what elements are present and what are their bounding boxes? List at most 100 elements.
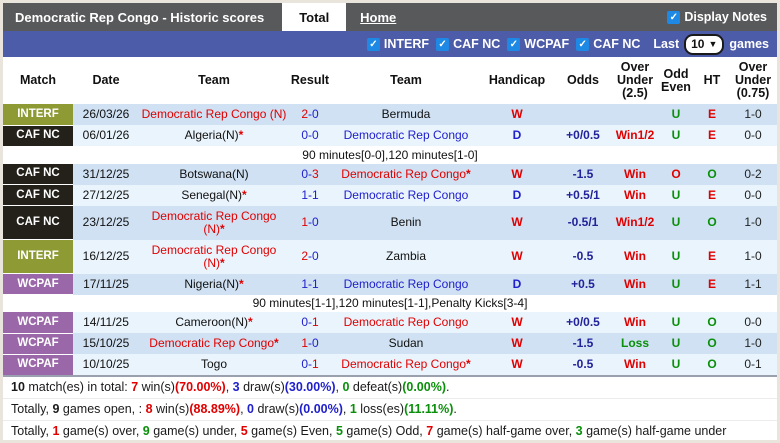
result-cell: W xyxy=(481,354,553,376)
checkbox-checked-icon[interactable]: ✓ xyxy=(576,37,590,51)
league-badge: WCPAF xyxy=(3,273,73,295)
summary-line-overunder: Totally, 1 game(s) over, 9 game(s) under… xyxy=(3,420,777,440)
match-date: 27/12/25 xyxy=(73,184,139,206)
text-segment: 0 xyxy=(312,107,319,121)
col-header: Over Under (0.75) xyxy=(729,57,777,104)
filter-label: CAF NC xyxy=(593,37,641,51)
match-date: 06/01/26 xyxy=(73,125,139,146)
last-label: Last xyxy=(653,37,680,51)
text-segment: Algeria(N) xyxy=(184,128,239,142)
historic-scores-table: Match Date Team Result Team Handicap Odds Over … xyxy=(3,57,777,377)
match-row: WCPAF 17/11/25 Nigeria(N)* 1-1 Democratic Re… xyxy=(3,273,777,295)
league-filter-bar: ✓ INTERF ✓ CAF NC ✓ WCPAF ✓ CAF NC Last … xyxy=(3,31,777,57)
away-team[interactable]: Democratic Rep Congo xyxy=(331,312,481,333)
text-segment: Democratic Rep Congo xyxy=(343,315,469,329)
text-segment: 0 xyxy=(312,128,319,142)
match-row: WCPAF 14/11/25 Cameroon(N)* 0-1 Democratic R… xyxy=(3,312,777,334)
text-segment: Democratic Rep Congo (N) xyxy=(151,242,277,270)
home-team[interactable]: Democratic Rep Congo (N)* xyxy=(139,205,289,240)
display-notes-toggle[interactable]: ✓ Display Notes xyxy=(667,3,777,31)
match-date: 31/12/25 xyxy=(73,163,139,185)
handicap-cell: +0.5 xyxy=(553,273,613,295)
text-segment: Win xyxy=(624,187,646,202)
away-team[interactable]: Zambia xyxy=(331,239,481,274)
away-team[interactable]: Democratic Rep Congo xyxy=(331,184,481,206)
away-team[interactable]: Democratic Rep Congo* xyxy=(331,354,481,376)
home-team[interactable]: Democratic Rep Congo (N)* xyxy=(139,239,289,274)
ht-score-cell: 0-0 xyxy=(729,184,777,206)
col-header: HT xyxy=(695,57,729,104)
games-count-select[interactable]: 10 ▼ xyxy=(684,33,725,55)
col-header: Result xyxy=(289,57,331,104)
text-segment: U xyxy=(671,107,681,121)
text-segment: - xyxy=(308,357,312,371)
text-segment: draw(s) xyxy=(253,402,300,416)
text-segment: 0 xyxy=(312,215,319,229)
col-header: Match xyxy=(3,57,73,104)
filter-caf-nc-2[interactable]: ✓ CAF NC xyxy=(576,37,640,51)
filter-interf[interactable]: ✓ INTERF xyxy=(366,37,429,51)
text-segment: Win xyxy=(624,276,646,291)
over-under-25-cell: O xyxy=(657,163,695,185)
full-time-score: 1-1 xyxy=(289,184,331,206)
match-date: 14/11/25 xyxy=(73,312,139,333)
home-team[interactable]: Democratic Rep Congo (N) xyxy=(139,104,289,125)
checkbox-checked-icon[interactable]: ✓ xyxy=(436,37,450,51)
text-segment: U xyxy=(671,336,681,350)
checkbox-checked-icon[interactable]: ✓ xyxy=(366,37,380,51)
filter-caf-nc[interactable]: ✓ CAF NC xyxy=(436,37,500,51)
odd-even-cell: E xyxy=(695,104,729,125)
text-segment: 7 xyxy=(131,380,139,394)
text-segment: D xyxy=(512,276,522,291)
text-segment: O xyxy=(707,215,717,229)
away-team[interactable]: Democratic Rep Congo xyxy=(331,125,481,146)
text-segment: 0 xyxy=(342,380,350,394)
home-team[interactable]: Cameroon(N)* xyxy=(139,312,289,333)
text-segment: 10 xyxy=(11,380,25,394)
filter-wcpaf[interactable]: ✓ WCPAF xyxy=(507,37,569,51)
home-team[interactable]: Democratic Rep Congo* xyxy=(139,333,289,354)
text-segment: 0 xyxy=(301,166,308,181)
home-team[interactable]: Algeria(N)* xyxy=(139,125,289,146)
ht-score-cell: 0-2 xyxy=(729,163,777,185)
tab-home[interactable]: Home xyxy=(360,9,397,25)
away-team[interactable]: Democratic Rep Congo xyxy=(331,273,481,295)
home-team[interactable]: Senegal(N)* xyxy=(139,184,289,206)
full-time-score: 1-0 xyxy=(289,205,331,240)
display-notes-label: Display Notes xyxy=(684,10,767,24)
ht-score-cell: 1-0 xyxy=(729,205,777,240)
result-cell: W xyxy=(481,312,553,333)
text-segment: U xyxy=(671,249,681,263)
col-header: Odds xyxy=(553,57,613,104)
col-header: Team xyxy=(331,57,481,104)
text-segment: U xyxy=(671,215,681,229)
text-segment: Democratic Rep Congo (N) xyxy=(151,208,277,236)
tab-total[interactable]: Total xyxy=(282,3,347,31)
league-badge: INTERF xyxy=(3,239,73,274)
away-team[interactable]: Benin xyxy=(331,205,481,240)
text-segment: * xyxy=(220,221,225,236)
text-segment: 5 xyxy=(335,424,343,438)
league-badge: CAF NC xyxy=(3,125,73,147)
away-team[interactable]: Democratic Rep Congo* xyxy=(331,163,481,185)
home-team[interactable]: Botswana(N) xyxy=(139,163,289,185)
away-team[interactable]: Bermuda xyxy=(331,104,481,125)
home-team[interactable]: Nigeria(N)* xyxy=(139,273,289,295)
odd-even-cell: E xyxy=(695,125,729,146)
text-segment: * xyxy=(248,315,253,329)
ht-score-cell: 1-1 xyxy=(729,273,777,295)
text-segment: - xyxy=(308,166,312,181)
text-segment: Win xyxy=(624,315,646,329)
home-team[interactable]: Togo xyxy=(139,354,289,376)
text-segment: Bermuda xyxy=(381,107,431,121)
checkbox-checked-icon[interactable]: ✓ xyxy=(507,37,521,51)
odds-cell: Win xyxy=(613,239,657,274)
odds-cell: Win xyxy=(613,273,657,295)
page-title: Democratic Rep Congo - Historic scores xyxy=(15,9,265,25)
checkbox-checked-icon[interactable]: ✓ xyxy=(667,10,681,24)
away-team[interactable]: Sudan xyxy=(331,333,481,354)
result-cell: W xyxy=(481,239,553,274)
over-under-25-cell: U xyxy=(657,239,695,274)
full-time-score: 1-0 xyxy=(289,333,331,354)
text-segment: Benin xyxy=(390,215,422,229)
